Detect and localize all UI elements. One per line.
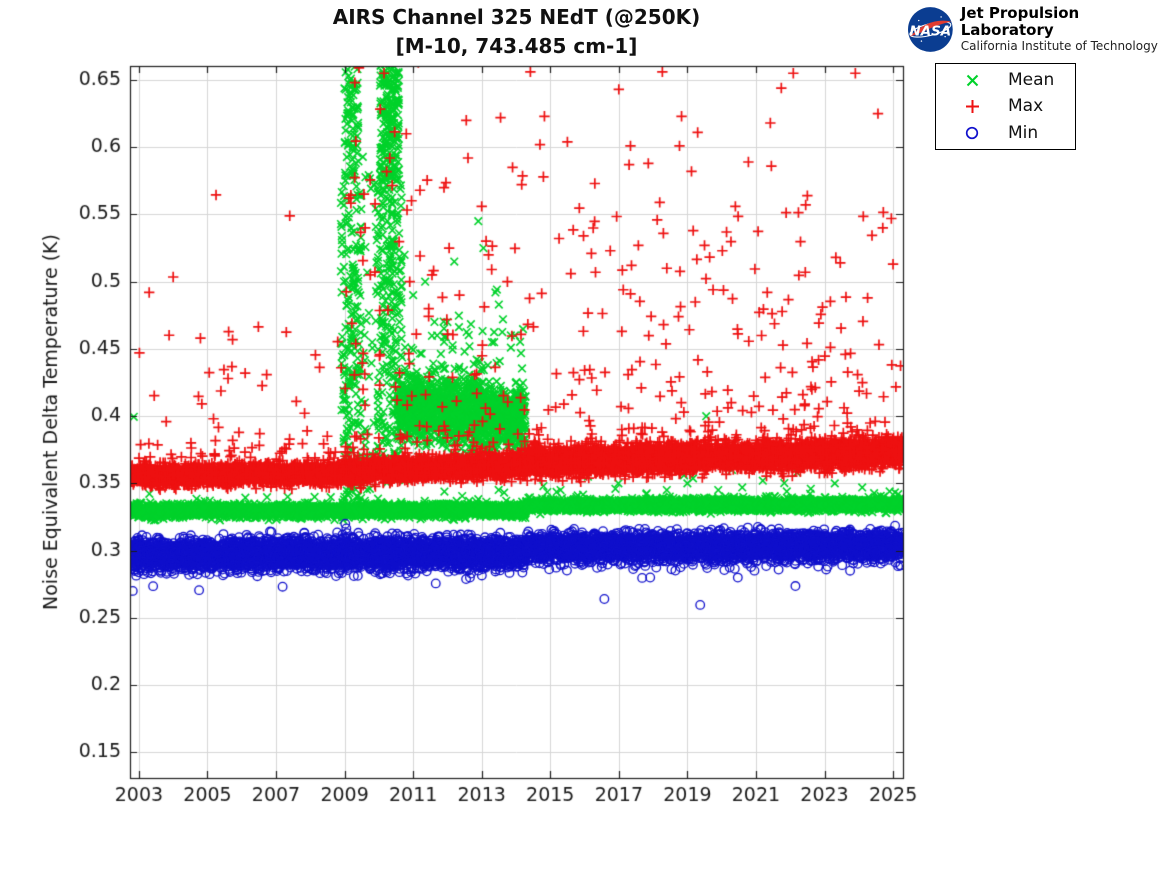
max-plus-icon (936, 99, 1008, 114)
legend-item-min: Min (936, 120, 1075, 145)
legend-label-min: Min (1008, 122, 1039, 143)
legend-label-mean: Mean (1008, 70, 1055, 91)
legend: Mean Max Min (935, 63, 1076, 150)
mean-x-icon (936, 74, 1008, 87)
legend-item-mean: Mean (936, 68, 1075, 93)
legend-label-max: Max (1008, 96, 1044, 117)
min-circle-icon (936, 126, 1008, 140)
legend-item-max: Max (936, 94, 1075, 119)
